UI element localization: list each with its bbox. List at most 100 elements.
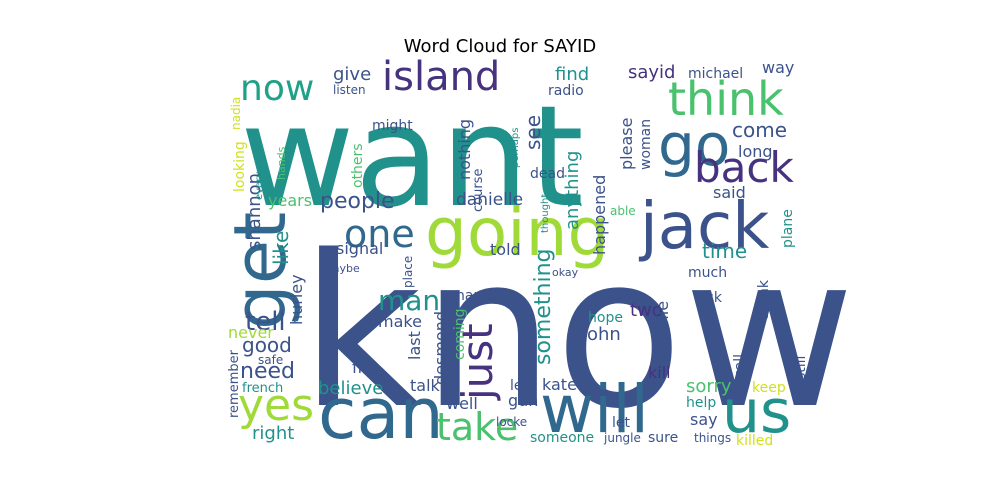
word-hope: hope [588, 310, 623, 326]
word-island: island [382, 54, 500, 100]
word-others: others [350, 143, 366, 188]
word-plane: plane [780, 209, 796, 248]
word-know: know [300, 210, 855, 455]
word-please: please [617, 118, 636, 170]
word-danielle: danielle [456, 190, 523, 210]
word-believe: believe [318, 378, 383, 399]
word-hands: hands [275, 146, 288, 180]
word-coming: coming [452, 308, 468, 360]
word-place: place [401, 256, 415, 288]
word-years: years [268, 191, 312, 210]
word-tell: tell [245, 307, 286, 337]
word-one: one [344, 212, 415, 256]
word-call: call [732, 354, 748, 378]
word-back: back [694, 143, 794, 192]
word-way: way [762, 58, 794, 77]
word-come: come [732, 118, 787, 142]
word-okay: okay [552, 266, 579, 279]
word-man: man [378, 284, 440, 317]
word-safe: safe [258, 353, 283, 367]
word-just: just [453, 323, 502, 401]
word-kate: kate [542, 375, 577, 394]
word-need: need [240, 359, 295, 384]
word-shannon: shannon [244, 173, 265, 250]
word-name: name [456, 288, 496, 304]
word-sorry: sorry [686, 376, 732, 397]
word-never: never [228, 323, 274, 342]
word-anything: anything [562, 151, 583, 230]
word-perhaps: perhaps [510, 128, 521, 168]
word-want: want [240, 76, 584, 239]
word-right: right [252, 423, 294, 444]
word-sure: sure [648, 430, 678, 446]
word-thought: thought [540, 194, 551, 233]
word-long: long [738, 142, 773, 161]
word-nothing: nothing [455, 119, 474, 180]
word-french: french [242, 381, 283, 396]
word-jungle: jungle [603, 431, 641, 445]
word-desmond: desmond [431, 311, 450, 385]
word-make: make [378, 312, 422, 331]
word-yes: yes [238, 380, 314, 431]
word-much: much [688, 265, 727, 281]
word-something: something [531, 249, 556, 365]
word-going: going [425, 194, 609, 271]
word-signal: signal [336, 239, 383, 258]
word-jack: jack [638, 190, 769, 264]
word-happened: happened [590, 175, 609, 255]
word-help: help [686, 395, 716, 411]
word-let: let [612, 415, 631, 431]
word-find: find [555, 64, 589, 85]
word-give: give [333, 64, 371, 85]
word-keep: keep [752, 380, 786, 396]
word-sayid: sayid [628, 62, 676, 83]
word-told: told [490, 240, 521, 259]
word-woman: woman [638, 119, 654, 170]
word-still: still [793, 356, 809, 380]
word-take: take [436, 405, 518, 449]
word-last: last [405, 331, 424, 360]
word-thank: thank [756, 279, 772, 320]
word-things: things [694, 431, 731, 445]
word-dead: dead [530, 166, 565, 182]
word-say: say [690, 410, 718, 429]
word-looking: looking [232, 141, 248, 192]
word-two: two [630, 300, 663, 321]
word-everyone: everyone [254, 153, 265, 200]
word-time: time [702, 239, 747, 263]
word-now: now [240, 68, 314, 109]
word-left: left [510, 378, 533, 394]
word-someone: someone [530, 430, 594, 446]
word-like: like [269, 231, 293, 265]
word-will: will [540, 371, 649, 448]
word-remember: remember [227, 349, 242, 418]
word-course: course [471, 169, 486, 212]
word-see: see [521, 115, 545, 150]
word-can: can [318, 373, 444, 455]
word-said: said [713, 183, 746, 202]
word-radio: radio [548, 83, 584, 99]
word-fire: fire [352, 358, 378, 377]
word-think: think [668, 72, 784, 126]
word-john: john [581, 324, 621, 345]
word-locke: locke [496, 415, 527, 429]
word-killed: killed [736, 433, 773, 449]
word-gun: gun [508, 391, 538, 410]
word-hurley: hurley [287, 274, 306, 325]
word-able: able [610, 204, 636, 218]
word-maybe: maybe [322, 262, 360, 275]
word-kill: kill [648, 363, 671, 382]
word-people: people [320, 189, 395, 214]
word-talk: talk [410, 376, 441, 395]
word-get: get [218, 212, 302, 330]
chart-title: Word Cloud for SAYID [403, 36, 597, 57]
word-listen: listen [333, 83, 366, 97]
word-charlie: charlie [653, 301, 672, 355]
word-might: might [372, 118, 413, 134]
word-ask: ask [698, 290, 723, 306]
word-nadia: nadia [229, 97, 243, 130]
word-well: well [446, 394, 478, 413]
word-us: us [722, 377, 791, 447]
word-go: go [658, 111, 730, 179]
